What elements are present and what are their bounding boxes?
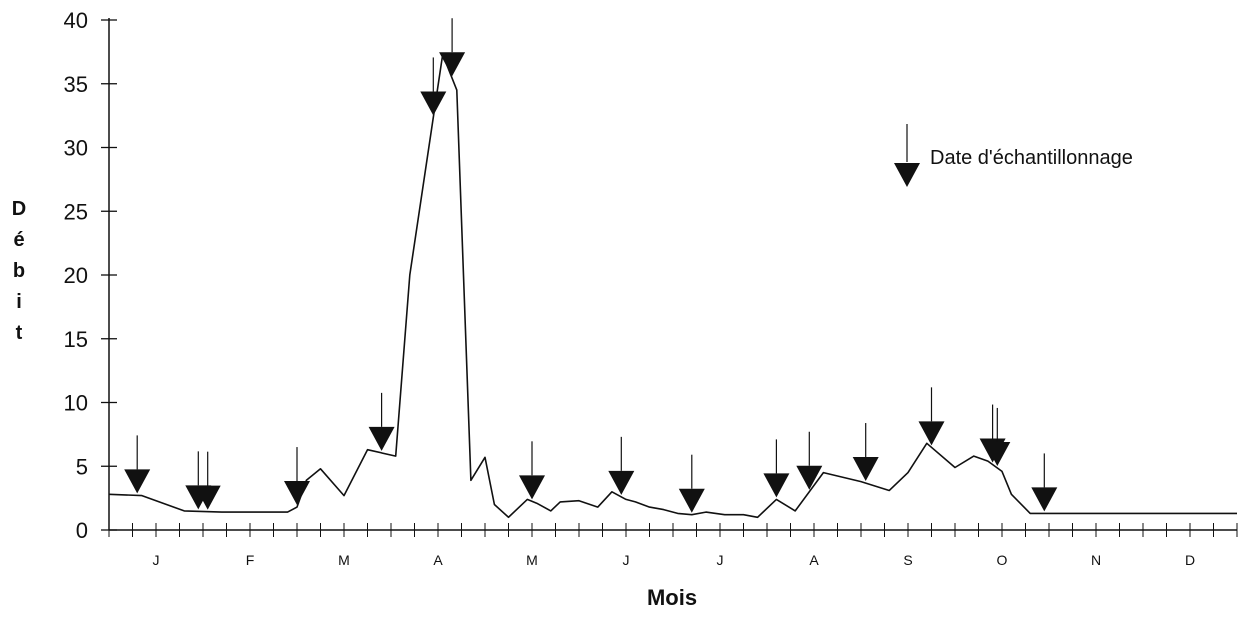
sampling-triangle <box>763 473 790 498</box>
sampling-triangle <box>368 426 395 451</box>
x-tick-label: A <box>809 552 819 568</box>
x-tick-label: S <box>903 552 912 568</box>
legend: Date d'échantillonnage <box>894 124 1133 187</box>
sampling-triangle <box>420 91 447 116</box>
x-tick-label: D <box>1185 552 1195 568</box>
x-tick-label: M <box>526 552 538 568</box>
sampling-triangle <box>519 475 545 500</box>
sampling-triangle <box>984 441 1011 466</box>
x-tick-label: A <box>433 552 443 568</box>
sampling-triangle <box>796 465 823 490</box>
sampling-marker <box>124 435 151 494</box>
x-tick-label: O <box>997 552 1008 568</box>
sampling-marker <box>194 451 221 510</box>
sampling-marker <box>519 441 545 500</box>
sampling-triangle <box>852 457 879 482</box>
sampling-marker <box>439 18 466 77</box>
sampling-marker <box>763 439 790 498</box>
y-axis-title-letter: t <box>16 322 23 344</box>
sampling-marker <box>852 423 879 482</box>
y-tick-label: 5 <box>76 454 88 479</box>
sampling-triangle <box>608 470 635 495</box>
y-tick-label: 30 <box>64 136 88 161</box>
sampling-marker <box>1031 453 1058 512</box>
y-tick-label: 20 <box>64 263 88 288</box>
sampling-triangle <box>678 488 705 513</box>
x-tick-label: J <box>153 552 160 568</box>
sampling-triangle <box>124 469 151 494</box>
legend-marker-icon <box>894 163 920 187</box>
y-axis-title-letter: D <box>12 198 26 220</box>
y-tick-label: 35 <box>64 72 88 97</box>
sampling-marker <box>420 57 447 116</box>
sampling-marker <box>984 407 1011 466</box>
sampling-marker <box>918 387 945 446</box>
x-tick-label: J <box>717 552 724 568</box>
x-tick-label: M <box>338 552 350 568</box>
y-axis-title-letter: i <box>16 291 22 313</box>
x-tick-label: N <box>1091 552 1101 568</box>
y-tick-label: 40 <box>64 8 88 33</box>
sampling-marker <box>608 436 635 495</box>
y-tick-label: 0 <box>76 518 88 543</box>
sampling-marker <box>678 454 705 513</box>
y-tick-label: 25 <box>64 199 88 224</box>
sampling-triangle <box>194 485 221 510</box>
sampling-marker <box>284 447 310 506</box>
legend-label: Date d'échantillonnage <box>930 147 1133 169</box>
sampling-triangle <box>439 52 466 77</box>
y-axis: 0 5 10 15 20 25 30 35 40 <box>64 8 117 543</box>
series-layer <box>108 53 1237 519</box>
sampling-triangle <box>284 481 310 506</box>
x-axis-title: Mois <box>647 585 697 610</box>
sampling-markers <box>124 18 1058 513</box>
y-axis-title-letter: é <box>13 229 24 251</box>
sampling-marker <box>368 392 395 451</box>
sampling-triangle <box>918 421 945 446</box>
x-tick-label: J <box>623 552 630 568</box>
sampling-marker <box>796 431 823 490</box>
y-tick-label: 10 <box>64 391 88 416</box>
y-axis-title-letter: b <box>13 260 25 282</box>
y-tick-label: 15 <box>64 327 88 352</box>
series-line <box>108 53 1237 519</box>
sampling-triangle <box>1031 487 1058 512</box>
x-tick-label: F <box>246 552 255 568</box>
